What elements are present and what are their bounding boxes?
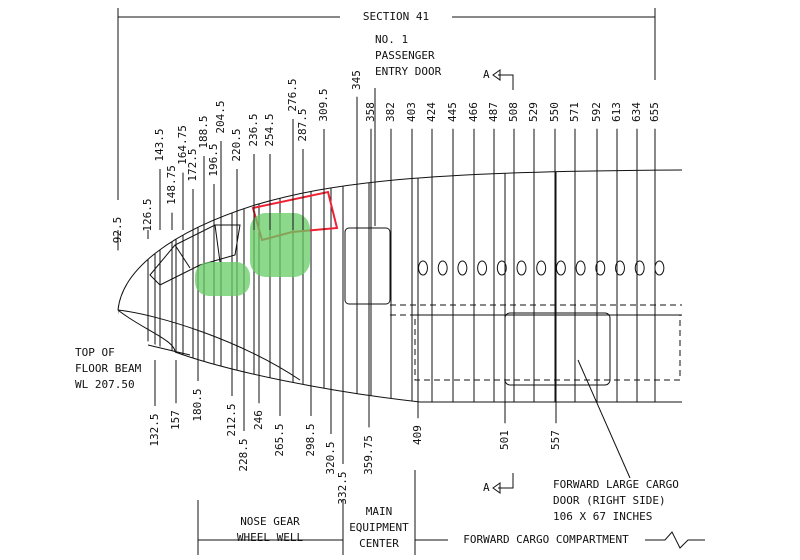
floor-beam-label: FLOOR BEAM bbox=[75, 362, 142, 375]
station-label: 236.5 bbox=[247, 113, 260, 146]
station-label: 592 bbox=[590, 102, 603, 122]
station-label: 571 bbox=[568, 102, 581, 122]
station-label: 332.5 bbox=[336, 471, 349, 504]
window bbox=[575, 260, 586, 276]
window bbox=[496, 260, 507, 276]
highlight-green bbox=[195, 262, 250, 296]
zone-label: FORWARD CARGO COMPARTMENT bbox=[463, 533, 629, 546]
zone-break bbox=[645, 531, 705, 549]
station-label: 613 bbox=[610, 102, 623, 122]
station-label: 246 bbox=[252, 410, 265, 430]
fuselage-top bbox=[117, 169, 683, 311]
station-label: 487 bbox=[487, 102, 500, 122]
station-label: 445 bbox=[446, 102, 459, 122]
window bbox=[595, 260, 606, 276]
floor-beam-label: TOP OF bbox=[75, 346, 115, 359]
view-arrow bbox=[492, 473, 514, 494]
window bbox=[555, 260, 566, 276]
station-label: 287.5 bbox=[296, 108, 309, 141]
floor-beam-label: WL 207.50 bbox=[75, 378, 135, 391]
window bbox=[418, 260, 428, 276]
station-label: 126.5 bbox=[141, 198, 154, 231]
station-label: 501 bbox=[498, 430, 511, 450]
entry-door bbox=[344, 227, 391, 305]
station-label: 634 bbox=[630, 102, 643, 122]
entry-door-label: ENTRY DOOR bbox=[375, 65, 442, 78]
station-label: 424 bbox=[425, 102, 438, 122]
station-label: 164.75 bbox=[176, 125, 189, 165]
window bbox=[477, 260, 488, 276]
window bbox=[437, 260, 448, 276]
entry-door-label: PASSENGER bbox=[375, 49, 435, 62]
station-label: 403 bbox=[405, 102, 418, 122]
station-label: 508 bbox=[507, 102, 520, 122]
view-arrow bbox=[492, 69, 514, 90]
cargo-door-label: DOOR (RIGHT SIDE) bbox=[553, 494, 666, 507]
station-label: 143.5 bbox=[153, 128, 166, 161]
cockpit-windows bbox=[149, 224, 241, 286]
station-label: 276.5 bbox=[286, 78, 299, 111]
window bbox=[516, 260, 527, 276]
station-label: 550 bbox=[548, 102, 561, 122]
cargo-door bbox=[504, 312, 611, 386]
station-label: 320.5 bbox=[324, 441, 337, 474]
window bbox=[634, 260, 645, 276]
zone-label: EQUIPMENT bbox=[349, 521, 409, 534]
station-label: 298.5 bbox=[304, 423, 317, 456]
station-label: 212.5 bbox=[225, 403, 238, 436]
leader bbox=[577, 359, 631, 479]
station-label: 265.5 bbox=[273, 423, 286, 456]
station-label: 188.5 bbox=[197, 115, 210, 148]
station-label: 358 bbox=[364, 102, 377, 122]
station-label: 655 bbox=[648, 102, 661, 122]
leader bbox=[147, 344, 191, 356]
station-label: 132.5 bbox=[148, 413, 161, 446]
station-label: 309.5 bbox=[317, 88, 330, 121]
station-label: 466 bbox=[467, 102, 480, 122]
zone-label: NOSE GEAR bbox=[240, 515, 300, 528]
station-label: 345 bbox=[350, 70, 363, 90]
cargo-door-label: 106 X 67 INCHES bbox=[553, 510, 652, 523]
fuselage-bottom bbox=[117, 309, 682, 403]
station-label: 180.5 bbox=[191, 388, 204, 421]
window bbox=[615, 260, 625, 276]
station-label: 172.5 bbox=[186, 148, 199, 181]
cargo-door-label: FORWARD LARGE CARGO bbox=[553, 478, 679, 491]
view-marker: A bbox=[483, 481, 490, 494]
section-label: SECTION 41 bbox=[363, 10, 429, 23]
entry-door-label: NO. 1 bbox=[375, 33, 408, 46]
window bbox=[654, 260, 665, 276]
floor-line bbox=[117, 309, 301, 381]
zone-label: MAIN bbox=[366, 505, 393, 518]
window bbox=[536, 260, 547, 276]
station-label: 359.75 bbox=[362, 435, 375, 475]
station-label: 254.5 bbox=[263, 113, 276, 146]
window bbox=[457, 260, 468, 276]
view-marker: A bbox=[483, 68, 490, 81]
station-label: 382 bbox=[384, 102, 397, 122]
station-label: 148.75 bbox=[165, 165, 178, 205]
cargo-area bbox=[414, 314, 681, 381]
zone-label: CENTER bbox=[359, 537, 399, 550]
station-label: 228.5 bbox=[237, 438, 250, 471]
station-label: 196.5 bbox=[207, 143, 220, 176]
station-label: 557 bbox=[549, 430, 562, 450]
zone-label: WHEEL WELL bbox=[237, 531, 304, 544]
station-label: 409 bbox=[411, 425, 424, 445]
station-label: 220.5 bbox=[230, 128, 243, 161]
highlight-green bbox=[250, 213, 310, 277]
station-label: 529 bbox=[527, 102, 540, 122]
station-label: 204.5 bbox=[214, 100, 227, 133]
station-label: 157 bbox=[169, 410, 182, 430]
